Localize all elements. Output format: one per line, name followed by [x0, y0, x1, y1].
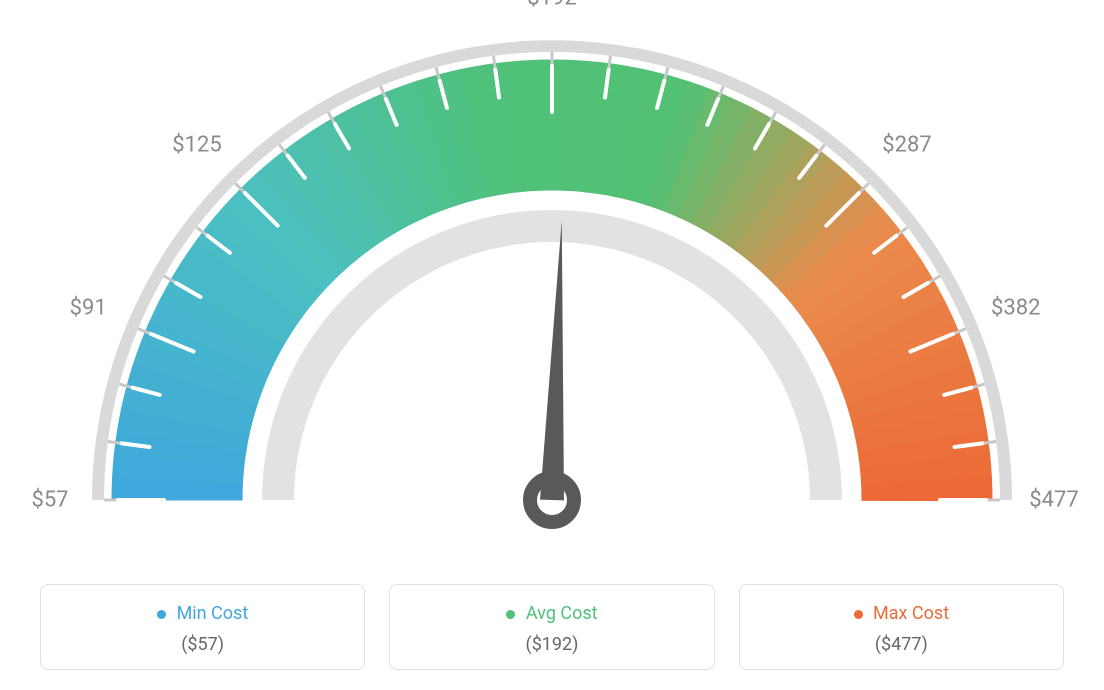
gauge-tick-label: $192: [527, 0, 576, 11]
gauge-area: $57 $91 $125 $192 $287 $382 $477: [0, 0, 1104, 560]
legend-title-min: Min Cost: [53, 603, 352, 624]
legend-value-max: ($477): [752, 634, 1051, 655]
dot-icon: [157, 610, 166, 619]
legend-title-text: Min Cost: [177, 603, 249, 624]
gauge-tick-label: $287: [882, 133, 931, 158]
gauge-tick-label: $125: [172, 133, 221, 158]
legend-title-text: Max Cost: [873, 603, 949, 624]
gauge-svg: [0, 0, 1104, 560]
legend-title-text: Avg Cost: [526, 603, 598, 624]
legend-row: Min Cost ($57) Avg Cost ($192) Max Cost …: [40, 584, 1064, 670]
legend-value-min: ($57): [53, 634, 352, 655]
cost-gauge-widget: $57 $91 $125 $192 $287 $382 $477 Min Cost ($57…: [0, 0, 1104, 690]
gauge-tick-label: $382: [991, 295, 1040, 320]
gauge-tick-label: $91: [70, 295, 107, 320]
dot-icon: [854, 610, 863, 619]
legend-card-max: Max Cost ($477): [739, 584, 1064, 670]
dot-icon: [506, 610, 515, 619]
legend-card-min: Min Cost ($57): [40, 584, 365, 670]
legend-value-avg: ($192): [402, 634, 701, 655]
legend-title-avg: Avg Cost: [402, 603, 701, 624]
legend-title-max: Max Cost: [752, 603, 1051, 624]
gauge-tick-label: $57: [31, 488, 68, 513]
legend-card-avg: Avg Cost ($192): [389, 584, 714, 670]
gauge-tick-label: $477: [1029, 488, 1078, 513]
